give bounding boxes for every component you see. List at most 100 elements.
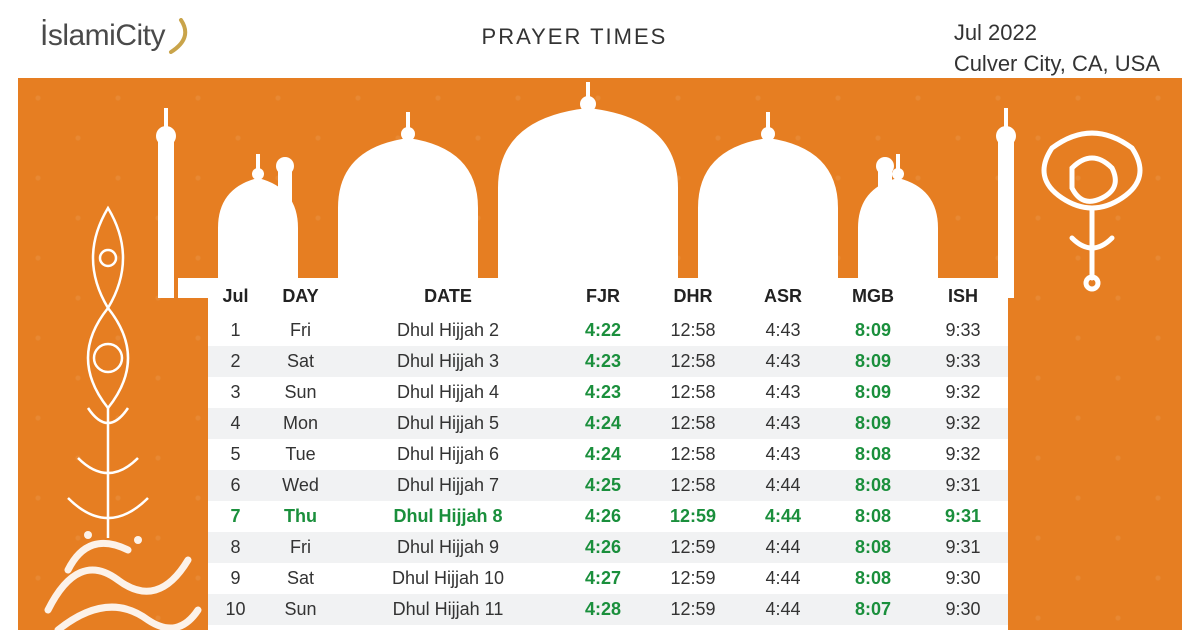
cell-ish: 9:33 [918, 346, 1008, 377]
location-label: Culver City, CA, USA [954, 49, 1160, 80]
page-title: PRAYER TIMES [195, 18, 954, 50]
cell-dhr: 12:58 [648, 377, 738, 408]
cell-asr: 4:43 [738, 408, 828, 439]
header-meta: Jul 2022 Culver City, CA, USA [954, 18, 1160, 80]
cell-date: Dhul Hijjah 10 [338, 563, 558, 594]
cell-num: 10 [208, 594, 263, 625]
cell-asr: 4:44 [738, 594, 828, 625]
cell-fjr: 4:24 [558, 439, 648, 470]
ornament-right-icon [1022, 108, 1162, 308]
cell-num: 4 [208, 408, 263, 439]
cell-dhr: 12:59 [648, 594, 738, 625]
cell-num: 8 [208, 532, 263, 563]
cell-ish: 9:30 [918, 594, 1008, 625]
col-header-date: DATE [338, 278, 558, 315]
cell-ish: 9:32 [918, 408, 1008, 439]
cell-asr: 4:44 [738, 501, 828, 532]
cell-num: 3 [208, 377, 263, 408]
table-header-row: Jul DAY DATE FJR DHR ASR MGB ISH [208, 278, 1008, 315]
cell-asr: 4:44 [738, 470, 828, 501]
logo-text: İslamiCity [40, 19, 165, 53]
cell-mgb: 8:09 [828, 408, 918, 439]
table-row: 3SunDhul Hijjah 44:2312:584:438:099:32 [208, 377, 1008, 408]
cell-num: 5 [208, 439, 263, 470]
cell-fjr: 4:24 [558, 408, 648, 439]
cell-fjr: 4:28 [558, 594, 648, 625]
cell-mgb: 8:08 [828, 439, 918, 470]
cell-dhr: 12:58 [648, 315, 738, 346]
cell-ish: 9:30 [918, 563, 1008, 594]
table-row: 5TueDhul Hijjah 64:2412:584:438:089:32 [208, 439, 1008, 470]
cell-num: 6 [208, 470, 263, 501]
cell-day: Mon [263, 625, 338, 630]
cell-asr: 4:44 [738, 625, 828, 630]
cell-fjr: 4:26 [558, 501, 648, 532]
cell-mgb: 8:07 [828, 594, 918, 625]
table-row: 7ThuDhul Hijjah 84:2612:594:448:089:31 [208, 501, 1008, 532]
cell-ish: 9:31 [918, 532, 1008, 563]
cell-ish: 9:31 [918, 470, 1008, 501]
cell-day: Wed [263, 470, 338, 501]
site-logo[interactable]: İslamiCity [40, 18, 195, 54]
cell-dhr: 12:59 [648, 625, 738, 630]
page-header: İslamiCity PRAYER TIMES Jul 2022 Culver … [0, 0, 1200, 78]
table-row: 11MonDhul Hijjah 124:2912:594:448:079:29 [208, 625, 1008, 630]
cell-asr: 4:43 [738, 346, 828, 377]
col-header-jul: Jul [208, 278, 263, 315]
month-label: Jul 2022 [954, 18, 1160, 49]
cell-ish: 9:31 [918, 501, 1008, 532]
cell-date: Dhul Hijjah 3 [338, 346, 558, 377]
mosque-silhouette-icon [138, 78, 1038, 298]
cell-asr: 4:43 [738, 377, 828, 408]
table-row: 10SunDhul Hijjah 114:2812:594:448:079:30 [208, 594, 1008, 625]
cell-mgb: 8:08 [828, 532, 918, 563]
cell-date: Dhul Hijjah 12 [338, 625, 558, 630]
col-header-asr: ASR [738, 278, 828, 315]
cell-mgb: 8:08 [828, 563, 918, 594]
col-header-ish: ISH [918, 278, 1008, 315]
table-row: 6WedDhul Hijjah 74:2512:584:448:089:31 [208, 470, 1008, 501]
cell-num: 11 [208, 625, 263, 630]
cell-dhr: 12:59 [648, 532, 738, 563]
cell-date: Dhul Hijjah 7 [338, 470, 558, 501]
cell-mgb: 8:09 [828, 315, 918, 346]
cell-ish: 9:29 [918, 625, 1008, 630]
cell-mgb: 8:08 [828, 470, 918, 501]
cell-day: Sat [263, 563, 338, 594]
cell-fjr: 4:25 [558, 470, 648, 501]
cell-day: Sun [263, 377, 338, 408]
cell-num: 7 [208, 501, 263, 532]
cell-asr: 4:43 [738, 315, 828, 346]
cell-date: Dhul Hijjah 4 [338, 377, 558, 408]
cell-fjr: 4:29 [558, 625, 648, 630]
cell-dhr: 12:58 [648, 408, 738, 439]
cell-dhr: 12:59 [648, 563, 738, 594]
col-header-fjr: FJR [558, 278, 648, 315]
banner-background: Jul DAY DATE FJR DHR ASR MGB ISH 1FriDhu… [18, 78, 1182, 630]
cell-dhr: 12:59 [648, 501, 738, 532]
cell-ish: 9:32 [918, 377, 1008, 408]
cell-ish: 9:33 [918, 315, 1008, 346]
cell-date: Dhul Hijjah 9 [338, 532, 558, 563]
cell-dhr: 12:58 [648, 439, 738, 470]
cell-dhr: 12:58 [648, 470, 738, 501]
cell-asr: 4:44 [738, 532, 828, 563]
cell-fjr: 4:23 [558, 377, 648, 408]
cell-day: Sun [263, 594, 338, 625]
table-row: 2SatDhul Hijjah 34:2312:584:438:099:33 [208, 346, 1008, 377]
cell-date: Dhul Hijjah 5 [338, 408, 558, 439]
cell-num: 9 [208, 563, 263, 594]
table-row: 8FriDhul Hijjah 94:2612:594:448:089:31 [208, 532, 1008, 563]
calligraphy-icon [28, 490, 208, 630]
col-header-mgb: MGB [828, 278, 918, 315]
cell-mgb: 8:09 [828, 346, 918, 377]
cell-num: 1 [208, 315, 263, 346]
cell-dhr: 12:58 [648, 346, 738, 377]
cell-ish: 9:32 [918, 439, 1008, 470]
cell-fjr: 4:27 [558, 563, 648, 594]
cell-date: Dhul Hijjah 6 [338, 439, 558, 470]
cell-day: Sat [263, 346, 338, 377]
cell-mgb: 8:09 [828, 377, 918, 408]
cell-asr: 4:43 [738, 439, 828, 470]
cell-day: Fri [263, 532, 338, 563]
